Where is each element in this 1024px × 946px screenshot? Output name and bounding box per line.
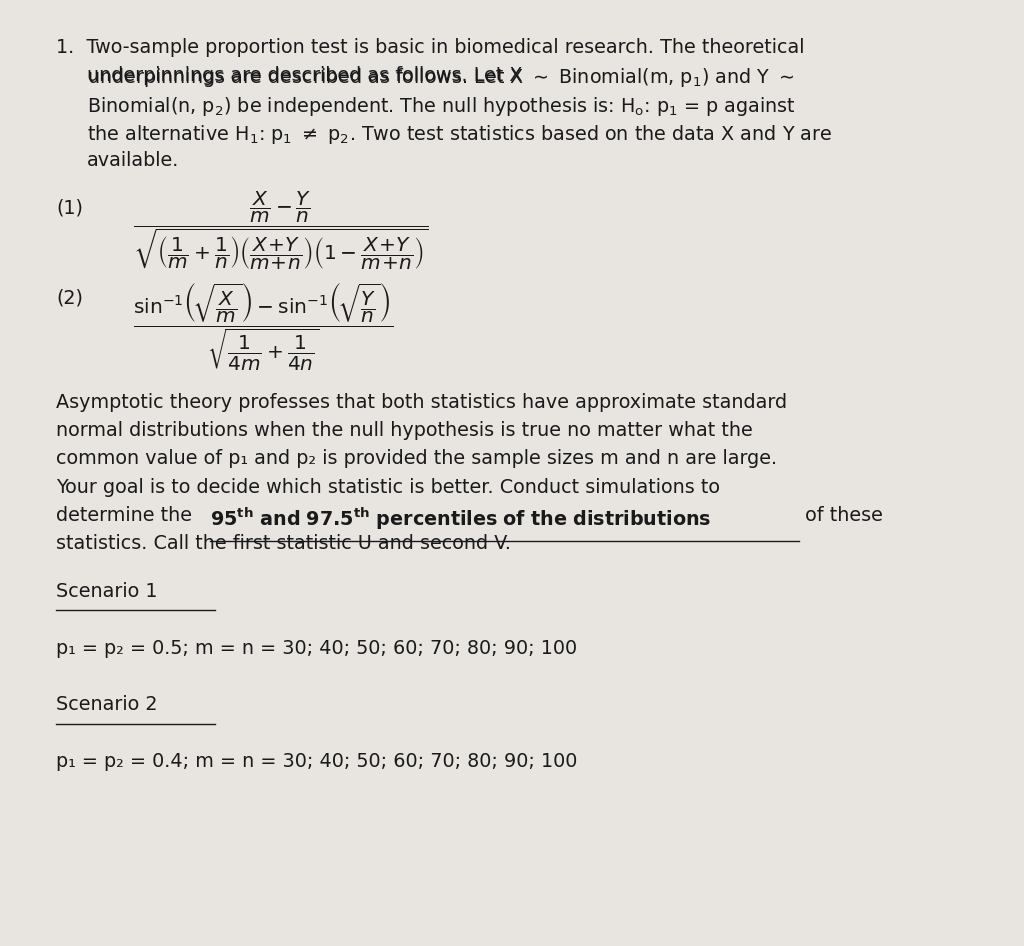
- Text: available.: available.: [87, 151, 179, 170]
- Text: 1.  Two-sample proportion test is basic in biomedical research. The theoretical: 1. Two-sample proportion test is basic i…: [56, 38, 805, 57]
- Text: Binomial(n, p$_2$) be independent. The null hypothesis is: H$_\mathrm{o}$: p$_1$: Binomial(n, p$_2$) be independent. The n…: [87, 95, 796, 117]
- Text: Your goal is to decide which statistic is better. Conduct simulations to: Your goal is to decide which statistic i…: [56, 478, 720, 497]
- Text: common value of p₁ and p₂ is provided the sample sizes m and n are large.: common value of p₁ and p₂ is provided th…: [56, 449, 777, 468]
- Text: of these: of these: [799, 506, 883, 525]
- Text: underpinnings are described as follows. Let X: underpinnings are described as follows. …: [87, 66, 522, 85]
- Text: Scenario 2: Scenario 2: [56, 695, 158, 714]
- Text: p₁ = p₂ = 0.5; m = n = 30; 40; 50; 60; 70; 80; 90; 100: p₁ = p₂ = 0.5; m = n = 30; 40; 50; 60; 7…: [56, 639, 578, 657]
- Text: the alternative H$_1$: p$_1$ $\neq$ p$_2$. Two test statistics based on the data: the alternative H$_1$: p$_1$ $\neq$ p$_2…: [87, 123, 833, 146]
- Text: $\mathbf{95^{th}\ and\ 97.5^{th}\ percentiles\ of\ the\ distributions}$: $\mathbf{95^{th}\ and\ 97.5^{th}\ percen…: [210, 506, 712, 533]
- Text: underpinnings are described as follows. Let X $\sim$ Binomial(m, p$_1$) and Y $\: underpinnings are described as follows. …: [87, 66, 795, 89]
- Text: Scenario 1: Scenario 1: [56, 582, 158, 601]
- Text: determine the: determine the: [56, 506, 199, 525]
- Text: $\dfrac{\dfrac{X}{m} - \dfrac{Y}{n}}{\sqrt{\left(\dfrac{1}{m}+\dfrac{1}{n}\right: $\dfrac{\dfrac{X}{m} - \dfrac{Y}{n}}{\sq…: [133, 189, 429, 272]
- Text: $\dfrac{\sin^{-1}\!\left(\!\sqrt{\dfrac{X}{m}}\right) - \sin^{-1}\!\left(\!\sqrt: $\dfrac{\sin^{-1}\!\left(\!\sqrt{\dfrac{…: [133, 282, 393, 374]
- Text: (2): (2): [56, 289, 83, 307]
- Text: p₁ = p₂ = 0.4; m = n = 30; 40; 50; 60; 70; 80; 90; 100: p₁ = p₂ = 0.4; m = n = 30; 40; 50; 60; 7…: [56, 752, 578, 771]
- Text: Asymptotic theory professes that both statistics have approximate standard: Asymptotic theory professes that both st…: [56, 393, 787, 412]
- Text: statistics. Call the first statistic U and second V.: statistics. Call the first statistic U a…: [56, 534, 511, 553]
- Text: normal distributions when the null hypothesis is true no matter what the: normal distributions when the null hypot…: [56, 421, 753, 440]
- Text: (1): (1): [56, 199, 83, 218]
